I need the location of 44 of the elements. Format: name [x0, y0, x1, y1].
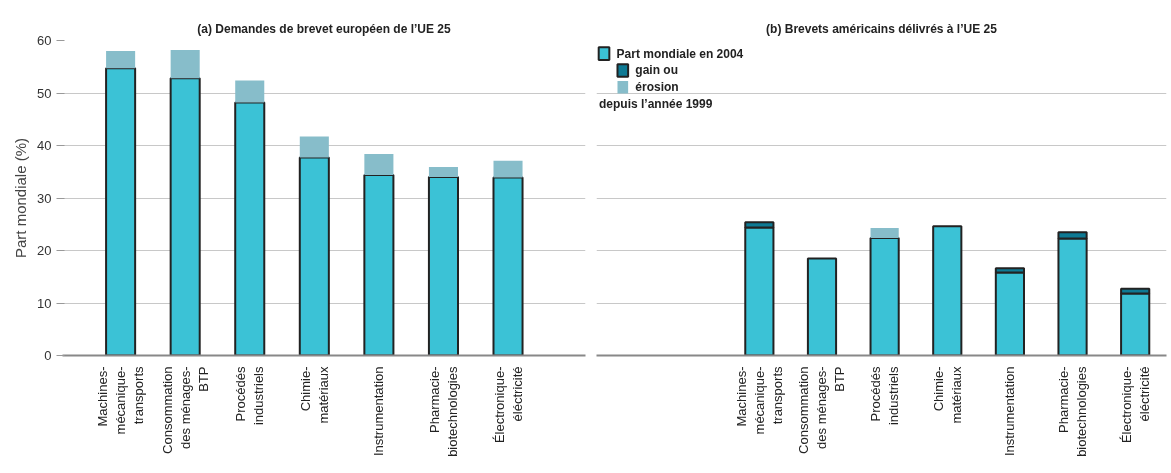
bar [869, 236, 900, 356]
y-tick-label: 20 [37, 243, 52, 258]
bar [427, 176, 459, 356]
bar [870, 227, 899, 238]
x-tick-label: Instrumentation [371, 366, 387, 457]
bar [106, 51, 136, 69]
bar [1120, 292, 1151, 356]
x-tick-label: Instrumentation [1002, 366, 1018, 457]
y-tick-label: 50 [37, 85, 52, 101]
bar [364, 153, 394, 175]
bar [298, 156, 330, 356]
y-tick-label: 40 [37, 138, 52, 153]
y-tick-label: 0 [44, 348, 52, 363]
legend-label: gain ou [635, 63, 679, 78]
legend-label: érosion [635, 80, 679, 95]
bar [363, 173, 395, 356]
bar [234, 101, 266, 356]
bar [105, 67, 137, 356]
y-tick-label: 60 [37, 33, 52, 48]
bar [994, 271, 1025, 356]
x-tick-label: Machines- mécanique- transports [733, 366, 785, 435]
y-axis-title: Part mondiale (%) [12, 137, 30, 259]
bar [170, 49, 200, 79]
bar [492, 176, 524, 356]
bar [932, 225, 963, 356]
y-tick-label: 30 [37, 190, 52, 206]
x-tick-label: Pharmacie- biotechnologies [1056, 366, 1090, 457]
bar [493, 160, 523, 178]
x-tick-label: Consommation des ménages- BTP [796, 366, 848, 454]
x-tick-label: Machines- mécanique- transports [95, 366, 147, 435]
text: depuis l’année 1999 [599, 97, 713, 112]
legend-label: Part mondiale en 2004 [616, 46, 744, 61]
bar [235, 80, 265, 103]
x-tick-label: Chimie- matériaux [297, 366, 331, 424]
bar [169, 77, 201, 356]
bar [428, 167, 458, 177]
bar [806, 257, 838, 356]
chart-title: (a) Demandes de brevet européen de l’UE 25 [197, 21, 452, 36]
y-tick-label: 10 [37, 295, 52, 311]
x-tick-label: Chimie- matériaux [930, 366, 964, 424]
x-tick-label: Consommation des ménages- BTP [159, 366, 211, 454]
x-tick-label: Pharmacie- biotechnologies [426, 366, 460, 457]
chart-title: (b) Brevets américains délivrés à l’UE 25 [766, 21, 998, 36]
bar [299, 136, 329, 158]
